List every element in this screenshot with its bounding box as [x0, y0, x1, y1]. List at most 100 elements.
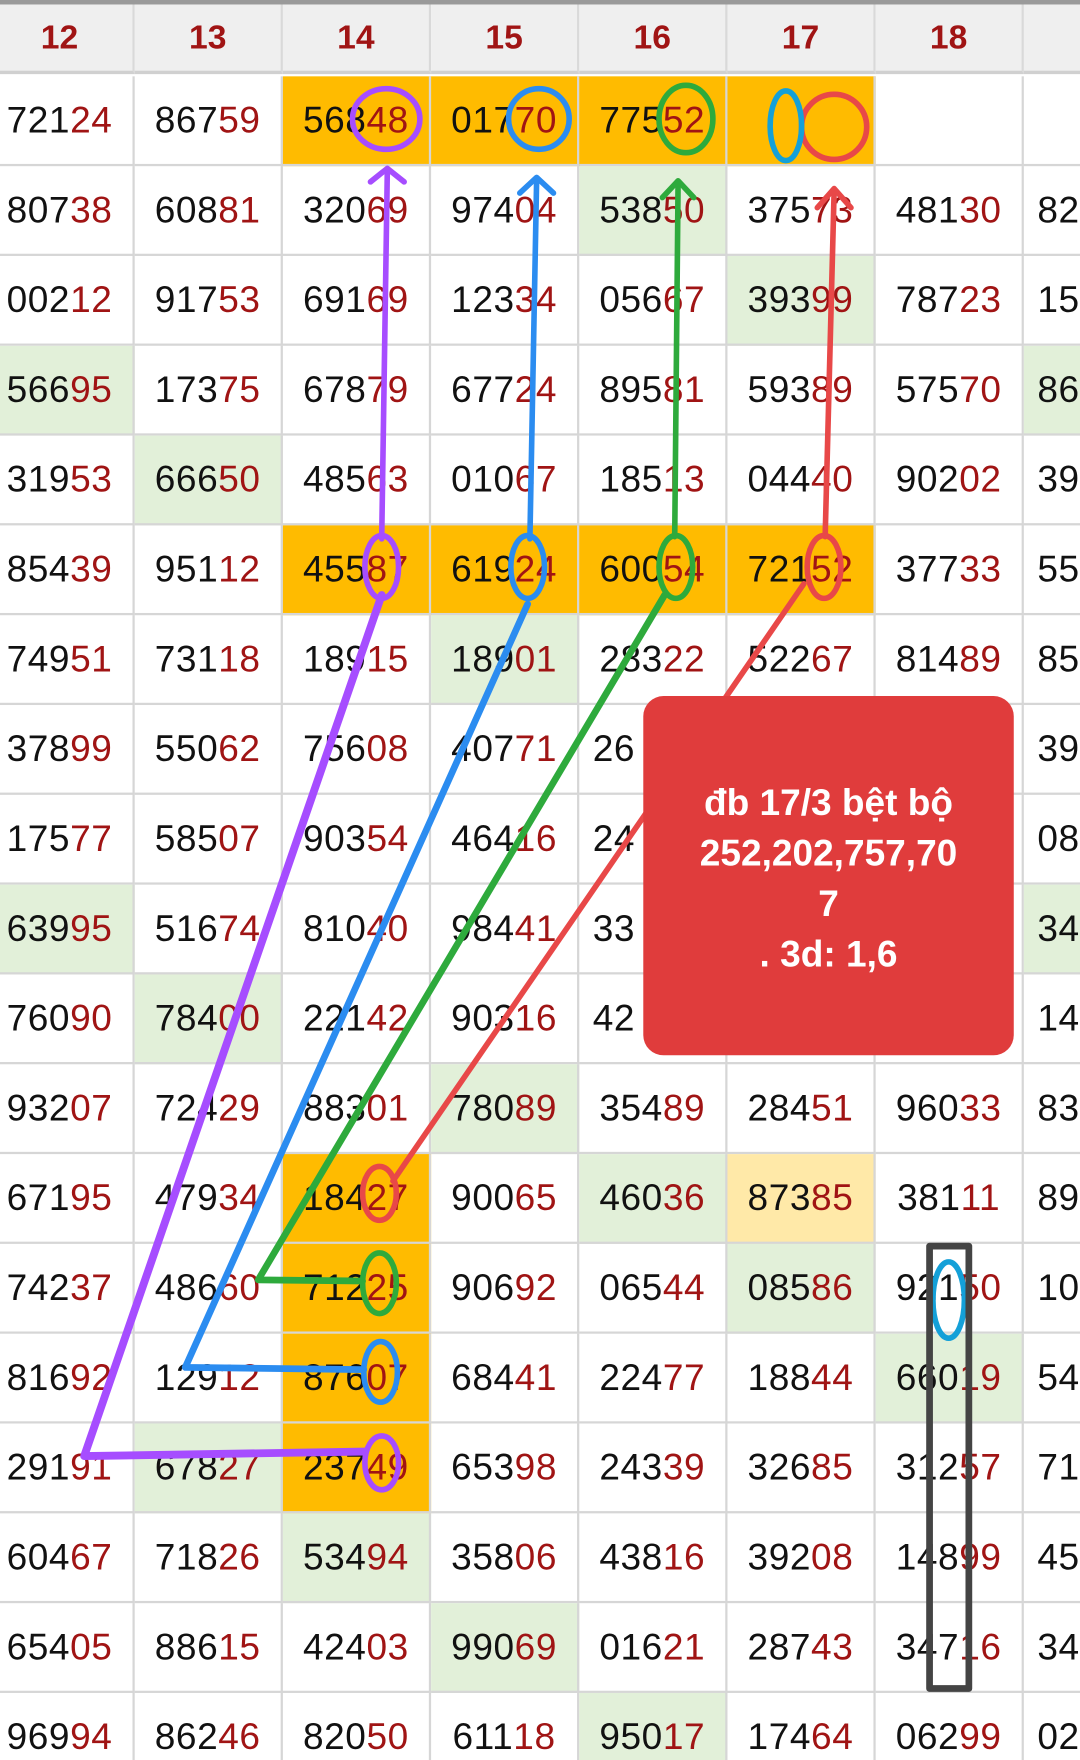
- cell-head-digits: 974: [451, 188, 515, 231]
- cell-head-digits: 678: [302, 368, 367, 410]
- cell-tail-digits: 67: [70, 1535, 113, 1578]
- result-cell: 02: [1024, 1693, 1080, 1760]
- result-cell: 83: [1023, 1064, 1080, 1155]
- result-cell: 464 16: [431, 794, 580, 885]
- cell-tail-digits: 51: [70, 637, 113, 680]
- cell-tail-digits: 23: [959, 278, 1002, 320]
- result-cell: 678 79: [282, 345, 432, 436]
- cell-head-digits: 721: [6, 98, 71, 141]
- cell-tail-digits: 81: [218, 188, 261, 231]
- result-cell: 221 42: [282, 974, 432, 1065]
- result-cell: 381 11: [875, 1154, 1024, 1244]
- result-cell: 243 39: [579, 1423, 728, 1514]
- result-cell: 173 75: [134, 345, 283, 436]
- cell-tail-digits: 36: [662, 1176, 706, 1219]
- cell-head-digits: 611: [452, 1715, 514, 1757]
- cell-tail-digits: 39: [662, 1445, 706, 1488]
- cell-head-digits: 906: [451, 1266, 515, 1308]
- cell-head-digits: 566: [6, 368, 71, 410]
- cell-tail-digits: 08: [366, 727, 409, 770]
- result-cell: 189 15: [282, 615, 432, 706]
- cell-tail-digits: 05: [70, 1625, 113, 1668]
- result-cell: 900 65: [431, 1154, 580, 1244]
- cell-tail-digits: 92: [70, 1356, 113, 1398]
- result-cell: 684 41: [431, 1333, 580, 1424]
- cell-tail-digits: 13: [662, 458, 706, 500]
- cell-tail-digits: 37: [70, 1266, 113, 1308]
- result-cell: 718 26: [134, 1513, 283, 1604]
- cell-tail-digits: 81: [662, 368, 706, 410]
- cell-head-digits: 174: [747, 1715, 812, 1757]
- result-cell: 392 08: [727, 1513, 876, 1604]
- cell-tail-digits: 04: [514, 188, 557, 231]
- cell-head-digits: 895: [599, 368, 663, 410]
- result-cell: 460 36: [579, 1154, 728, 1244]
- result-cell: 002 12: [0, 255, 135, 346]
- cell-head-digits: 485: [302, 458, 367, 500]
- cell-head-digits: 902: [895, 458, 960, 500]
- cell-tail-digits: 52: [662, 98, 706, 141]
- cell-head-digits: 951: [154, 547, 219, 590]
- cell-tail-digits: 77: [662, 1356, 706, 1398]
- column-header-15: 15: [431, 4, 580, 75]
- cell-head-digits: 381: [897, 1176, 961, 1219]
- result-cell: 608 81: [134, 166, 283, 256]
- cell-tail-digits: 39: [70, 547, 113, 590]
- cell-head-digits: 984: [451, 907, 515, 949]
- result-cell: 862 46: [135, 1692, 283, 1760]
- cell-head-digits: 820: [302, 1715, 367, 1757]
- cell-tail-digits: 50: [218, 458, 261, 500]
- result-cell: 854 39: [0, 525, 135, 616]
- cell-tail-digits: 12: [218, 547, 261, 590]
- result-cell: 678 27: [134, 1423, 283, 1514]
- result-cell: 787 23: [875, 255, 1024, 346]
- cell-head-digits: 724: [154, 1086, 219, 1129]
- cell-tail-digits: 01: [366, 1086, 409, 1129]
- cell-tail-digits: 69: [366, 278, 409, 320]
- cell-head-digits: 756: [302, 727, 367, 770]
- cell-tail-digits: 41: [514, 1356, 557, 1398]
- cell-head-digits: 585: [154, 817, 219, 859]
- cell-tail-digits: 95: [70, 907, 113, 949]
- cell-tail-digits: 15: [218, 1625, 261, 1668]
- column-header-18: 18: [875, 4, 1024, 75]
- cell-head-digits: 862: [154, 1715, 219, 1757]
- result-cell: 712 25: [282, 1243, 432, 1334]
- column-header-16: 16: [579, 4, 728, 75]
- cell-tail-digits: 99: [959, 1535, 1002, 1578]
- cell-head-digits: 721: [747, 547, 812, 590]
- cell-head-digits: 903: [451, 996, 515, 1039]
- cell-head-digits: 312: [895, 1445, 960, 1488]
- cell-tail-digits: 17: [662, 1715, 706, 1757]
- result-cell: 820 50: [283, 1692, 432, 1760]
- result-cell: 671 95: [0, 1154, 135, 1244]
- result-cell: 485 63: [282, 435, 432, 526]
- result-cell: 568 48: [282, 76, 432, 167]
- cell-head-digits: 319: [6, 458, 71, 500]
- cell-head-digits: 056: [599, 278, 663, 320]
- cell-head-digits: 568: [302, 98, 367, 141]
- result-cell: 39: [1023, 436, 1080, 526]
- cell-tail-digits: 89: [662, 1086, 706, 1129]
- result-cell: 065 44: [579, 1243, 728, 1334]
- cell-tail-digits: 92: [514, 1266, 557, 1308]
- result-cell: 516 74: [134, 884, 283, 975]
- cell-head-digits: 221: [302, 996, 367, 1039]
- cell-tail-digits: 30: [959, 188, 1002, 231]
- cell-tail-digits: 51: [811, 1086, 854, 1129]
- result-cell: 780 89: [431, 1064, 580, 1155]
- result-cell: 481 30: [875, 166, 1024, 256]
- result-cell: 016 21: [579, 1603, 728, 1693]
- result-cell: 85: [1023, 615, 1080, 706]
- result-cell: 731 18: [134, 615, 283, 706]
- cell-head-digits: 243: [599, 1445, 663, 1488]
- result-cell: 45: [1023, 1513, 1080, 1604]
- cell-tail-digits: 65: [514, 1176, 557, 1219]
- result-cell: [875, 76, 1024, 167]
- result-cell: 291 91: [0, 1423, 135, 1514]
- cell-tail-digits: 69: [366, 188, 409, 231]
- cell-tail-digits: 34: [218, 1176, 261, 1219]
- result-cell: 185 13: [579, 435, 728, 526]
- result-cell: 062 99: [876, 1692, 1024, 1760]
- result-cell: 438 16: [579, 1513, 728, 1604]
